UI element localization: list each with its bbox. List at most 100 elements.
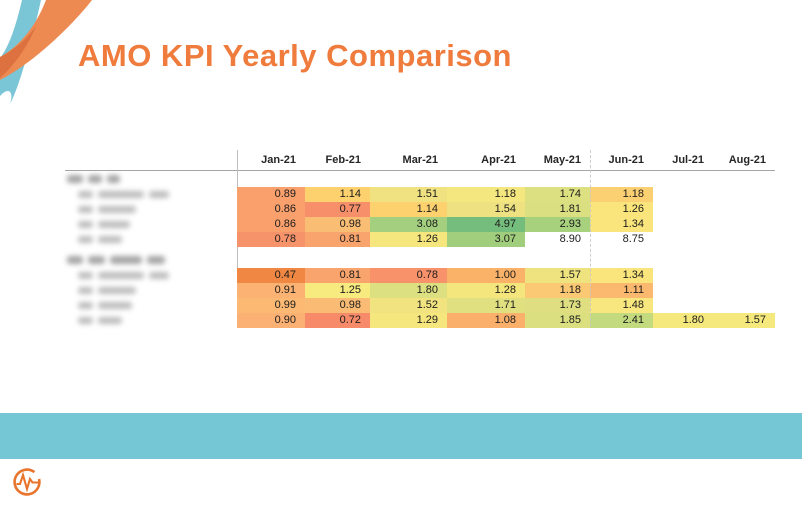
kpi-cell [713,298,775,313]
kpi-cell [653,202,713,217]
redacted-text-segment [98,287,136,294]
kpi-cell [713,202,775,217]
kpi-cell [653,268,713,283]
column-header: Jun-21 [608,154,644,166]
kpi-cell [653,217,713,232]
current-month-dashed-divider [590,150,591,326]
column-header: Mar-21 [402,154,438,166]
group-header-row [65,252,775,268]
kpi-cell: 0.81 [305,268,370,283]
kpi-cell [653,298,713,313]
table-body: 0.89 1.14 1.51 1.18 1.74 1.18 0.86 0.77 1.14 1.54… [65,171,775,328]
kpi-cell: 1.57 [713,313,775,328]
kpi-cell: 1.14 [305,187,370,202]
kpi-cell: 1.48 [590,298,653,313]
kpi-cell: 0.86 [237,217,305,232]
kpi-cell: 1.73 [525,298,590,313]
kpi-cell: 8.75 [622,233,644,245]
redacted-text-segment [98,236,122,243]
kpi-cell: 0.90 [237,313,305,328]
kpi-cell: 1.80 [370,283,447,298]
row-label-redacted [65,217,237,232]
kpi-cell: 0.77 [305,202,370,217]
kpi-cell: 1.81 [525,202,590,217]
redacted-text-segment [107,175,120,183]
kpi-cell: 8.90 [559,233,581,245]
column-header: Jul-21 [672,154,704,166]
table-row: 0.86 0.77 1.14 1.54 1.81 1.26 [65,202,775,217]
redacted-text-segment [88,175,102,183]
decorative-swoosh [0,0,92,104]
redacted-text-segment [110,256,142,264]
logo-circle [13,468,41,496]
row-label-redacted [65,187,237,202]
kpi-cell: 1.29 [370,313,447,328]
kpi-cell: 0.89 [237,187,305,202]
table-row: 0.89 1.14 1.51 1.18 1.74 1.18 [65,187,775,202]
redacted-text-segment [78,236,93,243]
kpi-cell: 1.18 [447,187,525,202]
kpi-cell: 1.34 [590,217,653,232]
kpi-cell: 1.26 [370,232,447,247]
kpi-cell: 1.54 [447,202,525,217]
kpi-cell: 0.47 [237,268,305,283]
kpi-cell: 0.72 [305,313,370,328]
kpi-cell: 1.11 [590,283,653,298]
redacted-text-segment [78,272,93,279]
redacted-text-segment [88,256,105,264]
kpi-cell: 0.98 [305,298,370,313]
kpi-cell: 1.51 [370,187,447,202]
column-header: Aug-21 [728,154,766,166]
row-label-redacted [65,313,237,328]
kpi-cell: 1.18 [590,187,653,202]
column-header: Apr-21 [481,154,516,166]
kpi-cell: 0.99 [237,298,305,313]
group-label-redacted [65,252,237,268]
column-header: Feb-21 [325,154,361,166]
company-logo-icon [13,468,41,496]
footer-accent-band [0,413,802,459]
swoosh-orange-ribbon [0,0,92,80]
table-row: 0.47 0.81 0.78 1.00 1.57 1.34 [65,268,775,283]
kpi-cell: 1.80 [653,313,713,328]
kpi-cell: 1.34 [590,268,653,283]
kpi-cell: 2.93 [525,217,590,232]
kpi-cell [653,187,713,202]
kpi-cell: 1.14 [370,202,447,217]
kpi-cell: 1.28 [447,283,525,298]
logo-pulse-line [16,471,40,493]
row-label-redacted [65,202,237,217]
kpi-cell: 1.71 [447,298,525,313]
row-label-redacted [65,268,237,283]
kpi-cell: 1.52 [370,298,447,313]
kpi-cell: 1.85 [525,313,590,328]
kpi-cell [713,268,775,283]
kpi-cell [653,232,713,247]
kpi-cell: 0.78 [370,268,447,283]
kpi-cell [713,232,775,247]
kpi-cell: 0.86 [237,202,305,217]
redacted-text-segment [98,191,144,198]
redacted-text-segment [78,206,93,213]
table-row: 0.90 0.72 1.29 1.08 1.85 2.41 1.80 1.57 [65,313,775,328]
kpi-cell: 4.97 [447,217,525,232]
row-label-redacted [65,283,237,298]
redacted-text-segment [67,175,83,183]
column-header: May-21 [543,154,581,166]
column-header: Jan-21 [261,154,296,166]
kpi-cell: 2.41 [590,313,653,328]
redacted-text-segment [98,272,144,279]
kpi-cell [713,217,775,232]
table-row: 0.99 0.98 1.52 1.71 1.73 1.48 [65,298,775,313]
redacted-text-segment [98,221,130,228]
slide-title: AMO KPI Yearly Comparison [78,38,512,73]
table-row: 0.91 1.25 1.80 1.28 1.18 1.11 [65,283,775,298]
kpi-cell: 1.74 [525,187,590,202]
redacted-text-segment [78,302,93,309]
row-label-redacted [65,232,237,247]
kpi-cell: 1.25 [305,283,370,298]
kpi-cell: 0.91 [237,283,305,298]
kpi-cell [713,283,775,298]
kpi-cell: 3.08 [370,217,447,232]
table-row: 0.86 0.98 3.08 4.97 2.93 1.34 [65,217,775,232]
